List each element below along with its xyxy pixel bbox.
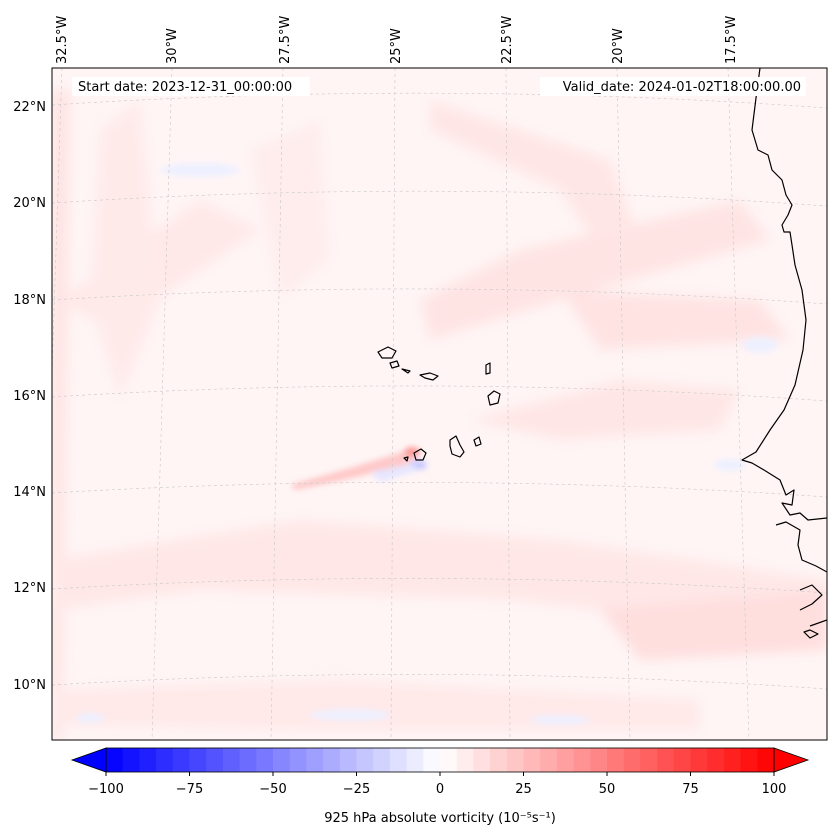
colorbar-cell [590, 748, 608, 772]
coastlines [377, 68, 827, 639]
colorbar-cells [106, 748, 775, 772]
cape-verde-santiago [449, 435, 465, 458]
colorbar-cell [540, 748, 558, 772]
colorbar: −100 −75 −50 −25 0 25 50 75 100 925 hPa … [70, 747, 810, 826]
colorbar-cell [172, 748, 190, 772]
colorbar-cell [122, 748, 140, 772]
colorbar-cell [456, 748, 474, 772]
lat-label-18n: 18°N [13, 293, 46, 308]
colorbar-cell [490, 748, 508, 772]
lat-label-20n: 20°N [13, 196, 46, 211]
colorbar-cell [106, 748, 124, 772]
colorbar-ticks [105, 772, 775, 776]
colorbar-cell [389, 748, 407, 772]
colorbar-cell [673, 748, 691, 772]
vorticity-field [52, 68, 827, 740]
colorbar-label: 925 hPa absolute vorticity (10⁻⁵s⁻¹) [324, 811, 556, 826]
vorticity-features [76, 163, 778, 725]
cape-verde-sal [485, 362, 491, 375]
colorbar-cell [273, 748, 291, 772]
colorbar-cell [156, 748, 174, 772]
colorbar-cell [556, 748, 574, 772]
colorbar-cell [139, 748, 157, 772]
colorbar-tick-0: 0 [436, 782, 444, 797]
cape-verde-maio [473, 436, 482, 447]
cape-verde-sao-nicolau [419, 372, 439, 381]
lat-label-22n: 22°N [13, 100, 46, 115]
colorbar-tick-neg75: −75 [176, 782, 203, 797]
colorbar-extend-max [773, 747, 810, 773]
colorbar-cell [222, 748, 240, 772]
lon-label-22-5w: 22.5°W [500, 16, 515, 64]
colorbar-cell [373, 748, 391, 772]
colorbar-cell [723, 748, 741, 772]
colorbar-tick-neg100: −100 [88, 782, 124, 797]
colorbar-cell [440, 748, 458, 772]
colorbar-cell [289, 748, 307, 772]
cape-verde-boa-vista [487, 390, 501, 406]
lon-label-32-5w: 32.5°W [55, 16, 70, 64]
cape-verde-sao-vicente [389, 360, 400, 369]
colorbar-tick-labels: −100 −75 −50 −25 0 25 50 75 100 [88, 782, 786, 797]
latitude-labels: 22°N 20°N 18°N 16°N 14°N 12°N 10°N [13, 100, 46, 693]
cape-verde-santo-antao [377, 346, 397, 359]
start-date-box [72, 77, 310, 96]
colorbar-cell [206, 748, 224, 772]
cape-verde-santa-luzia [401, 368, 411, 374]
map-frame [51, 67, 828, 741]
colorbar-cell [707, 748, 725, 772]
colorbar-cell [406, 748, 424, 772]
colorbar-tick-25: 25 [515, 782, 532, 797]
lat-label-10n: 10°N [13, 678, 46, 693]
lon-label-27-5w: 27.5°W [278, 16, 293, 64]
longitude-labels: 32.5°W 30°W 27.5°W 25°W 22.5°W 20°W 17.5… [55, 16, 739, 64]
colorbar-tick-50: 50 [599, 782, 616, 797]
cape-verde-fogo [413, 448, 427, 461]
colorbar-cell [523, 748, 541, 772]
colorbar-cell [690, 748, 708, 772]
colorbar-tick-neg50: −50 [259, 782, 286, 797]
africa-coastline-south [775, 521, 827, 639]
colorbar-cell [657, 748, 675, 772]
vorticity-streaks [52, 90, 827, 740]
lon-label-30w: 30°W [165, 28, 180, 64]
colorbar-cell [757, 748, 775, 772]
colorbar-tick-neg25: −25 [343, 782, 370, 797]
colorbar-cell [623, 748, 641, 772]
colorbar-cell [607, 748, 625, 772]
lat-label-12n: 12°N [13, 581, 46, 596]
colorbar-cell [423, 748, 441, 772]
colorbar-cell [573, 748, 591, 772]
colorbar-extend-min [70, 747, 107, 773]
colorbar-cell [239, 748, 257, 772]
lon-label-17-5w: 17.5°W [724, 16, 739, 64]
africa-coastline [741, 68, 827, 521]
colorbar-cell [740, 748, 758, 772]
map-panel: Start date: 2023-12-31_00:00:00 Valid_da… [13, 16, 828, 741]
colorbar-cell [506, 748, 524, 772]
colorbar-cell [306, 748, 324, 772]
colorbar-cell [323, 748, 341, 772]
map-gridlines [52, 68, 827, 740]
valid-date-label: Valid_date: 2024-01-02T18:00:00.00 [563, 80, 801, 95]
colorbar-cell [473, 748, 491, 772]
colorbar-cell [256, 748, 274, 772]
colorbar-tick-75: 75 [682, 782, 699, 797]
cape-verde-brava [403, 456, 409, 462]
start-date-label: Start date: 2023-12-31_00:00:00 [78, 80, 292, 95]
lon-label-25w: 25°W [389, 28, 404, 64]
colorbar-cell [356, 748, 374, 772]
colorbar-cell [189, 748, 207, 772]
lat-label-14n: 14°N [13, 485, 46, 500]
lat-label-16n: 16°N [13, 389, 46, 404]
colorbar-cell [640, 748, 658, 772]
colorbar-cell [339, 748, 357, 772]
lon-label-20w: 20°W [611, 28, 626, 64]
colorbar-tick-100: 100 [762, 782, 787, 797]
valid-date-box [540, 77, 806, 96]
